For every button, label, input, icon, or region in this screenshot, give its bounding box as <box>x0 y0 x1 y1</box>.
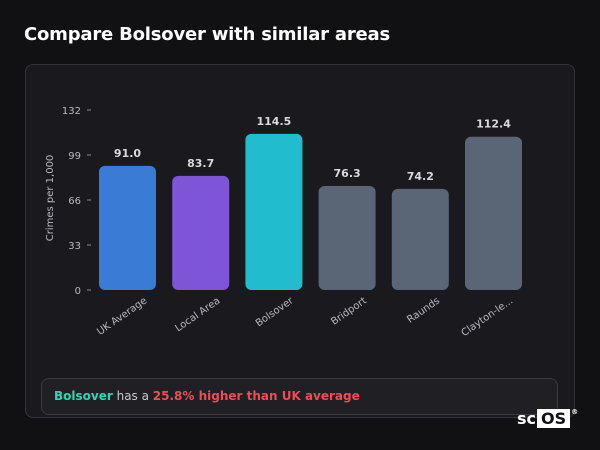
bar-value-label: 76.3 <box>334 167 361 180</box>
bar-value-label: 74.2 <box>407 170 434 183</box>
logo-boxed-text: OS <box>537 408 571 428</box>
summary-difference: 25.8% higher than UK average <box>152 389 360 403</box>
page-title: Compare Bolsover with similar areas <box>24 24 390 45</box>
bar-value-label: 91.0 <box>114 147 141 160</box>
bar-uk-average <box>99 165 156 290</box>
x-category-label: Bridport <box>329 295 369 327</box>
x-category-label: Local Area <box>173 295 222 334</box>
bar-value-label: 83.7 <box>187 157 214 170</box>
bar-clayton-le <box>465 136 522 290</box>
logo-registered-mark: ® <box>571 408 579 416</box>
y-tick-label: 66 <box>68 196 81 207</box>
y-axis-label: Crimes per 1,000 <box>45 155 56 242</box>
bar-bridport <box>318 185 376 290</box>
x-category-label: Bolsover <box>254 295 296 329</box>
x-category-label: Raunds <box>405 295 442 325</box>
summary-connector: has a <box>112 389 153 403</box>
summary-area-name: Bolsover <box>54 389 113 403</box>
y-tick-label: 99 <box>68 151 81 162</box>
bar-local-area <box>172 175 230 290</box>
y-tick-label: 0 <box>75 286 81 297</box>
y-tick-label: 33 <box>68 241 81 252</box>
logo-prefix: sc <box>517 408 537 428</box>
bar-bolsover <box>245 133 303 290</box>
x-category-label: UK Average <box>95 295 149 337</box>
bar-raunds <box>391 188 449 290</box>
bar-value-label: 112.4 <box>476 118 511 131</box>
comparison-summary: Bolsover has a 25.8% higher than UK aver… <box>41 378 558 415</box>
x-category-label: Clayton-le... <box>460 295 516 339</box>
bar-value-label: 114.5 <box>257 115 292 128</box>
y-tick-label: 132 <box>62 106 81 117</box>
brand-logo: sc OS ® <box>517 408 578 428</box>
